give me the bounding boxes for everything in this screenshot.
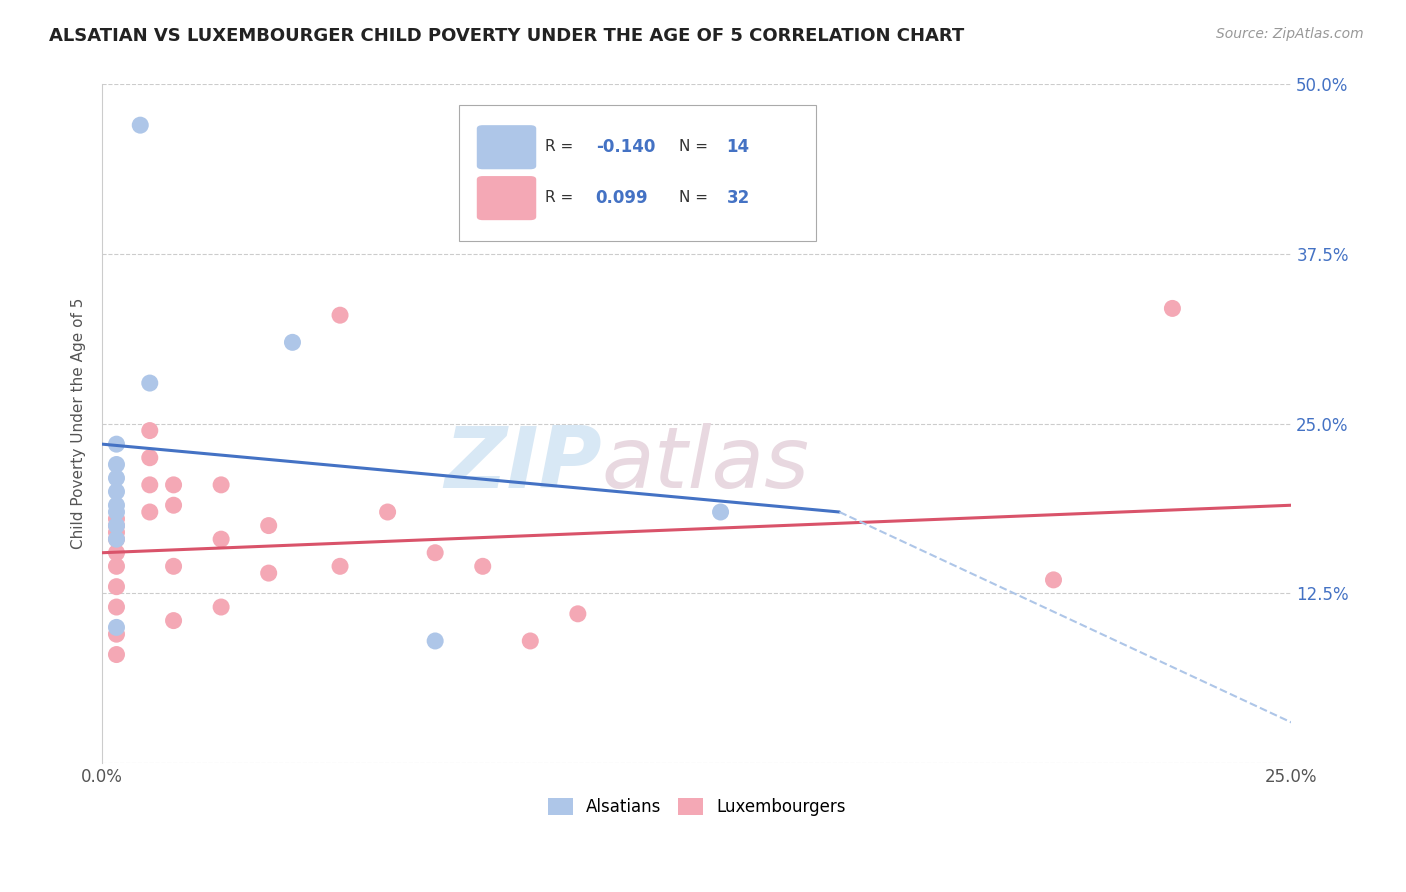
Point <box>162 478 184 492</box>
Text: R =: R = <box>544 139 578 154</box>
Text: Source: ZipAtlas.com: Source: ZipAtlas.com <box>1216 27 1364 41</box>
Point <box>209 600 232 615</box>
Point <box>105 532 128 546</box>
Point <box>105 518 128 533</box>
Point <box>139 505 162 519</box>
Point <box>425 634 447 648</box>
Point <box>105 600 128 615</box>
Text: 0.099: 0.099 <box>596 189 648 207</box>
Point <box>209 532 232 546</box>
Point <box>209 478 232 492</box>
Point <box>129 118 152 132</box>
FancyBboxPatch shape <box>477 125 536 169</box>
Text: N =: N = <box>679 139 713 154</box>
Point <box>377 505 399 519</box>
Point <box>329 559 352 574</box>
FancyBboxPatch shape <box>477 176 536 220</box>
Text: -0.140: -0.140 <box>596 138 655 156</box>
Point <box>709 505 731 519</box>
Point <box>139 450 162 465</box>
FancyBboxPatch shape <box>458 104 815 241</box>
Point <box>105 648 128 662</box>
Point <box>139 424 162 438</box>
Point <box>471 559 494 574</box>
Point <box>257 566 280 580</box>
Point <box>257 518 280 533</box>
Point <box>105 525 128 540</box>
Point <box>329 308 352 322</box>
Point <box>162 498 184 512</box>
Point <box>105 471 128 485</box>
Text: ZIP: ZIP <box>444 423 602 506</box>
Legend: Alsatians, Luxembourgers: Alsatians, Luxembourgers <box>541 791 852 822</box>
Text: N =: N = <box>679 190 713 205</box>
Point <box>105 505 128 519</box>
Text: ALSATIAN VS LUXEMBOURGER CHILD POVERTY UNDER THE AGE OF 5 CORRELATION CHART: ALSATIAN VS LUXEMBOURGER CHILD POVERTY U… <box>49 27 965 45</box>
Point <box>1042 573 1064 587</box>
Point <box>105 484 128 499</box>
Text: R =: R = <box>544 190 578 205</box>
Text: atlas: atlas <box>602 423 810 506</box>
Point <box>567 607 589 621</box>
Point <box>281 335 304 350</box>
Text: 32: 32 <box>727 189 749 207</box>
Point <box>105 512 128 526</box>
Point <box>105 580 128 594</box>
Point <box>139 376 162 390</box>
Text: 14: 14 <box>727 138 749 156</box>
Point <box>105 437 128 451</box>
Point <box>139 478 162 492</box>
Point <box>1161 301 1184 316</box>
Point <box>162 614 184 628</box>
Point <box>105 559 128 574</box>
Point <box>162 559 184 574</box>
Point <box>519 634 541 648</box>
Y-axis label: Child Poverty Under the Age of 5: Child Poverty Under the Age of 5 <box>72 298 86 549</box>
Point <box>105 627 128 641</box>
Point <box>105 546 128 560</box>
Point <box>105 620 128 634</box>
Point <box>425 546 447 560</box>
Point <box>105 458 128 472</box>
Point <box>105 518 128 533</box>
Point <box>105 532 128 546</box>
Point <box>105 498 128 512</box>
